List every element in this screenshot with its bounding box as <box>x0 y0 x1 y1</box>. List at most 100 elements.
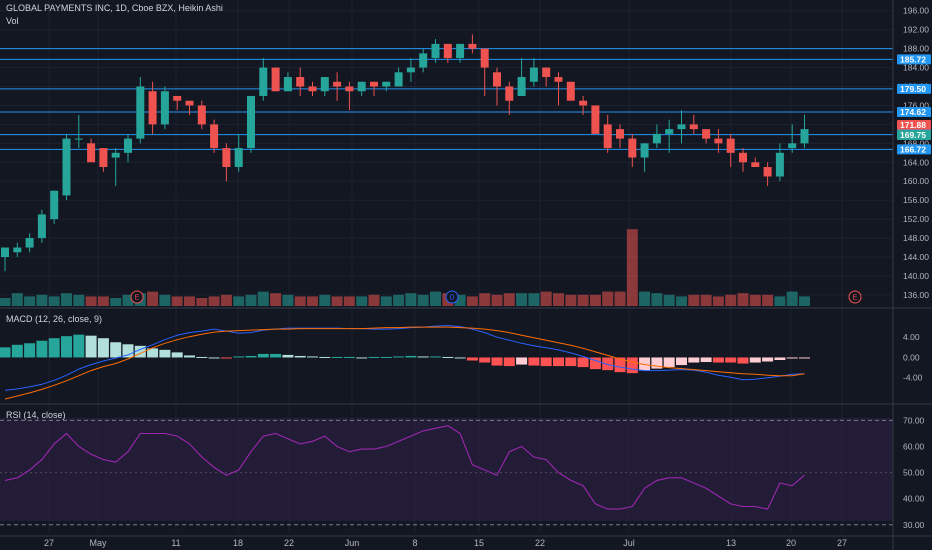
candle-body[interactable] <box>443 43 452 59</box>
candle-body[interactable] <box>788 143 797 149</box>
candle-body[interactable] <box>345 86 354 92</box>
candle-body[interactable] <box>517 77 526 96</box>
price-tag[interactable]: 185.72 <box>897 54 931 65</box>
price-tag[interactable]: 179.50 <box>897 83 931 94</box>
candle-body[interactable] <box>763 167 772 177</box>
candle-body[interactable] <box>124 138 132 153</box>
volume-bar <box>85 296 97 306</box>
candle-body[interactable] <box>603 124 612 149</box>
price-axis[interactable]: 196.00192.00188.00184.00180.00176.00172.… <box>897 6 931 530</box>
candle-body[interactable] <box>665 129 674 134</box>
candle-body[interactable] <box>271 67 280 92</box>
candle-body[interactable] <box>775 152 784 177</box>
candle-body[interactable] <box>136 86 145 139</box>
candle-body[interactable] <box>702 129 711 139</box>
rsi-legend[interactable]: RSI (14, close) <box>6 410 66 420</box>
candle-body[interactable] <box>419 53 428 68</box>
candle-body[interactable] <box>37 214 46 239</box>
macd-histogram-bar <box>405 355 417 358</box>
candle-body[interactable] <box>739 152 747 163</box>
rsi-pane[interactable] <box>0 419 893 526</box>
candle-body[interactable] <box>406 67 415 73</box>
candle-body[interactable] <box>800 129 809 144</box>
candle-body[interactable] <box>247 95 255 149</box>
time-label: 22 <box>535 538 545 548</box>
candle-body[interactable] <box>554 77 563 82</box>
price-tag[interactable]: 166.72 <box>897 144 931 155</box>
candle-body[interactable] <box>357 81 366 92</box>
symbol-legend[interactable]: GLOBAL PAYMENTS INC, 1D, Cboe BZX, Heiki… <box>6 3 223 13</box>
candle-body[interactable] <box>480 48 489 68</box>
candlesticks[interactable] <box>1 34 809 272</box>
candle-body[interactable] <box>652 133 661 144</box>
candle-body[interactable] <box>456 43 465 59</box>
candle-body[interactable] <box>222 148 231 168</box>
macd-pane[interactable] <box>0 324 810 400</box>
volume-bar <box>147 291 159 306</box>
price-tick-label: 188.00 <box>903 44 929 54</box>
candle-body[interactable] <box>640 143 649 158</box>
price-tag[interactable]: 169.75 <box>897 130 931 141</box>
candle-body[interactable] <box>99 148 108 168</box>
candle-body[interactable] <box>689 124 698 130</box>
candle-body[interactable] <box>87 143 96 163</box>
candle-body[interactable] <box>394 72 403 87</box>
candle-body[interactable] <box>148 91 157 125</box>
candle-body[interactable] <box>173 95 182 101</box>
candle-body[interactable] <box>283 77 292 92</box>
candle-body[interactable] <box>751 162 760 168</box>
event-marker[interactable]: E <box>848 290 862 304</box>
candle-body[interactable] <box>320 77 329 92</box>
rsi-line[interactable] <box>4 425 805 510</box>
candle-body[interactable] <box>160 91 169 125</box>
candle-body[interactable] <box>714 138 723 144</box>
candle-body[interactable] <box>726 138 735 153</box>
event-marker[interactable]: D <box>445 290 459 304</box>
candle-body[interactable] <box>505 86 514 101</box>
macd-histogram-bar <box>220 357 232 359</box>
price-tag[interactable]: 174.62 <box>897 106 931 117</box>
candle-body[interactable] <box>579 100 588 106</box>
volume-legend[interactable]: Vol <box>6 16 19 26</box>
candle-body[interactable] <box>333 81 342 87</box>
candle-body[interactable] <box>1 247 9 258</box>
candle-body[interactable] <box>566 81 575 101</box>
candle-body[interactable] <box>591 105 600 134</box>
candle-body[interactable] <box>370 81 378 87</box>
candle-body[interactable] <box>529 67 538 82</box>
candle-body[interactable] <box>677 124 686 130</box>
candle-body[interactable] <box>234 148 243 168</box>
time-axis[interactable]: 27 May 11 18 22 Jun 8 15 22 Jul 13 20 27 <box>44 538 847 548</box>
price-tag-label: 171.88 <box>900 120 926 130</box>
candle-body[interactable] <box>308 86 317 92</box>
candle-body[interactable] <box>616 129 624 139</box>
candle-body[interactable] <box>210 124 219 149</box>
candle-body[interactable] <box>296 77 305 87</box>
candle-body[interactable] <box>382 81 391 87</box>
event-marker[interactable]: E <box>130 290 144 304</box>
candle-body[interactable] <box>25 238 34 248</box>
candle-body[interactable] <box>185 100 194 106</box>
candle-body[interactable] <box>259 67 268 96</box>
volume-bar <box>356 296 368 306</box>
candle-body[interactable] <box>628 138 637 158</box>
macd-histogram-bar <box>712 357 724 363</box>
candle-body[interactable] <box>74 138 83 140</box>
candle-body[interactable] <box>468 43 477 49</box>
candle-body[interactable] <box>493 72 501 87</box>
macd-line[interactable] <box>4 324 805 391</box>
candle-body[interactable] <box>542 67 551 78</box>
candle-body[interactable] <box>431 43 440 59</box>
candle-body[interactable] <box>111 152 120 158</box>
candle-body[interactable] <box>62 138 71 196</box>
candle-body[interactable] <box>197 105 206 125</box>
signal-line[interactable] <box>4 326 805 400</box>
candle-body[interactable] <box>50 190 59 220</box>
macd-legend[interactable]: MACD (12, 26, close, 9) <box>6 314 103 324</box>
candle-body[interactable] <box>13 247 22 253</box>
volume-bar <box>417 294 429 306</box>
price-tag[interactable]: 171.88 <box>897 119 931 130</box>
